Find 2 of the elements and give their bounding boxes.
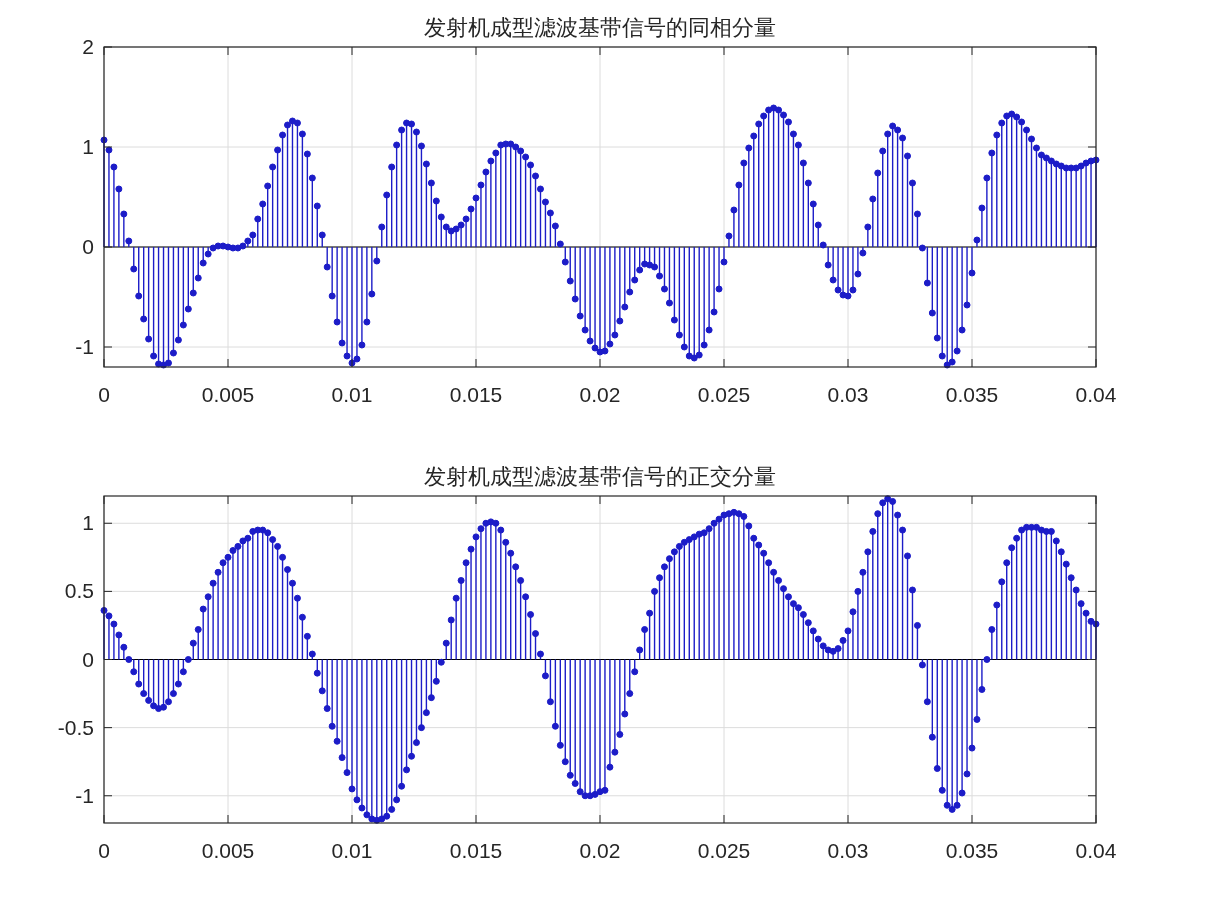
title: 发射机成型滤波基带信号的同相分量: [424, 15, 776, 40]
title: 发射机成型滤波基带信号的正交分量: [424, 464, 776, 489]
